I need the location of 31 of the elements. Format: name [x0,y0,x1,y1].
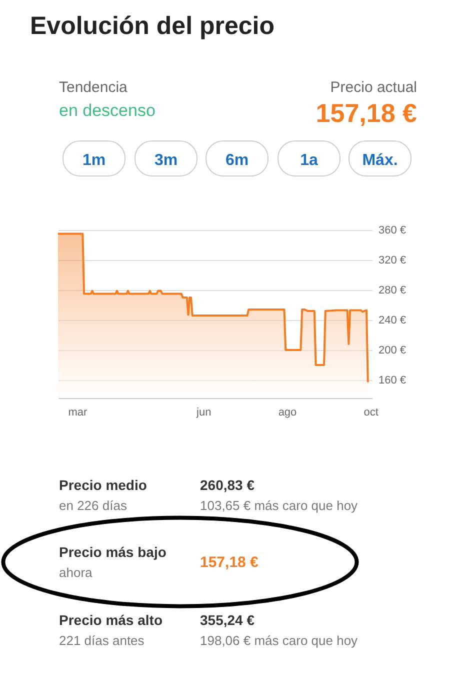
text: ahora [59,565,94,580]
text: 157,18 € [316,98,417,128]
x-tick-label: ago [278,406,297,418]
text: 221 días antes [59,633,145,648]
chart-title: Evolución del precio [30,12,274,40]
y-tick-label: 360 € [378,224,406,236]
text: 103,65 € más caro que hoy [200,498,358,513]
y-tick-label: 160 € [378,374,406,386]
text: 355,24 € [200,612,255,628]
text: 3m [154,152,178,169]
text: 157,18 € [200,554,260,571]
text: 6m [225,152,249,169]
text: Precio actual [330,79,417,96]
text: Precio medio [59,477,147,493]
text: 1a [300,152,318,169]
text: Precio más bajo [59,544,166,560]
text: en descenso [59,101,156,120]
text: Máx. [362,152,398,169]
text: Precio más alto [59,612,162,628]
text: 198,06 € más caro que hoy [200,633,358,648]
y-tick-label: 200 € [378,344,406,356]
text: 1m [82,152,106,169]
text: 260,83 € [200,477,255,493]
y-tick-label: 280 € [378,284,406,296]
text: en 226 días [59,498,128,513]
y-tick-label: 320 € [378,254,406,266]
x-tick-label: oct [364,406,378,418]
y-tick-label: 240 € [378,314,406,326]
x-tick-label: mar [68,406,88,418]
text: Tendencia [59,79,128,96]
x-tick-label: jun [196,406,212,418]
